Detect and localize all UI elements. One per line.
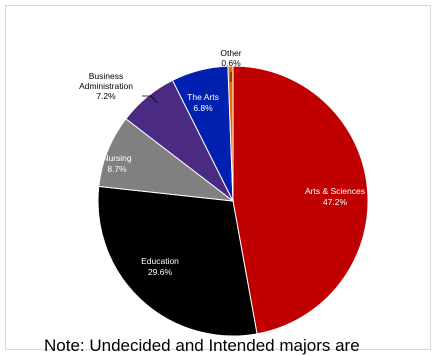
chart-frame	[5, 5, 431, 350]
data-label-other: Other 0.6%	[220, 48, 241, 68]
pie-slice-arts-sciences	[232, 65, 369, 335]
data-label-nursing: Nursing 8.7%	[102, 153, 132, 174]
data-label-business-administration: Business Administration 7.2%	[79, 71, 133, 101]
data-label-arts-sciences: Arts & Sciences 47.2%	[305, 186, 365, 207]
chart-note: Note: Undecided and Intended majors are	[44, 336, 360, 355]
leader-line-business-administration	[142, 95, 158, 104]
pie-slice-other	[227, 65, 234, 202]
data-label-education: Education 29.6%	[141, 256, 179, 277]
data-label-the-arts: The Arts 6.8%	[187, 92, 219, 113]
pie-slice-education	[97, 185, 258, 337]
